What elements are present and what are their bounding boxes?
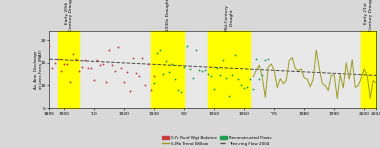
Point bbox=[64, 63, 70, 65]
Point bbox=[52, 62, 59, 64]
Point bbox=[151, 75, 157, 77]
Point bbox=[103, 81, 109, 83]
Point bbox=[82, 59, 89, 61]
Point bbox=[136, 75, 142, 77]
Point bbox=[76, 70, 82, 72]
Point bbox=[59, 70, 65, 73]
Y-axis label: Av. Ann. Discharge
at Lees Ferry (MAF): Av. Ann. Discharge at Lees Ferry (MAF) bbox=[34, 50, 43, 89]
Point bbox=[139, 57, 146, 59]
Text: 1930s Drought: 1930s Drought bbox=[166, 0, 170, 31]
Point bbox=[256, 78, 262, 80]
Bar bbox=[59, 31, 79, 108]
Point bbox=[244, 86, 250, 88]
Point bbox=[217, 73, 223, 76]
Point bbox=[86, 67, 92, 69]
Point bbox=[184, 45, 190, 47]
Legend: 5-Yr Runf Wgt Balance, 5-Mo Trend Willow, Reconstructed Flows, Tree-ring Flow 20: 5-Yr Runf Wgt Balance, 5-Mo Trend Willow… bbox=[162, 136, 271, 146]
Point bbox=[172, 78, 178, 81]
Point bbox=[148, 89, 154, 91]
Point bbox=[163, 60, 169, 62]
Point bbox=[79, 65, 86, 68]
Point bbox=[253, 58, 259, 60]
Point bbox=[133, 71, 139, 74]
Text: Early 20th
Century Drought: Early 20th Century Drought bbox=[65, 0, 73, 31]
Point bbox=[205, 73, 211, 75]
Point bbox=[130, 57, 136, 59]
Point bbox=[229, 74, 235, 77]
Point bbox=[112, 70, 119, 72]
Point bbox=[202, 69, 208, 71]
Point bbox=[235, 78, 241, 80]
Point bbox=[49, 66, 55, 69]
Point bbox=[214, 66, 220, 69]
Point bbox=[94, 59, 100, 62]
Point bbox=[91, 79, 97, 81]
Point bbox=[100, 62, 106, 65]
Point bbox=[145, 63, 151, 65]
Point bbox=[106, 49, 112, 51]
Point bbox=[175, 89, 181, 91]
Point bbox=[127, 90, 133, 92]
Point bbox=[241, 87, 247, 90]
Point bbox=[187, 67, 193, 70]
Point bbox=[67, 80, 73, 83]
Point bbox=[199, 70, 205, 73]
Point bbox=[97, 64, 103, 66]
Point bbox=[247, 78, 253, 80]
Bar bbox=[208, 31, 250, 108]
Point bbox=[211, 88, 217, 91]
Bar bbox=[151, 31, 184, 108]
Text: Mid-Century
Drought: Mid-Century Drought bbox=[225, 4, 234, 31]
Point bbox=[259, 74, 265, 76]
Point bbox=[46, 45, 52, 47]
Point bbox=[154, 52, 160, 54]
Point bbox=[265, 58, 271, 61]
Point bbox=[118, 67, 124, 69]
Bar bbox=[361, 31, 376, 108]
Point bbox=[169, 63, 175, 65]
Point bbox=[115, 46, 121, 48]
Point bbox=[151, 82, 157, 84]
Point bbox=[208, 75, 214, 78]
Point bbox=[157, 49, 163, 51]
Point bbox=[232, 54, 238, 56]
Point bbox=[238, 84, 244, 86]
Point bbox=[181, 66, 187, 68]
Point bbox=[220, 59, 226, 61]
Point bbox=[196, 68, 202, 71]
Point bbox=[70, 53, 76, 55]
Point bbox=[262, 59, 268, 61]
Point bbox=[61, 63, 67, 65]
Point bbox=[142, 84, 148, 87]
Point bbox=[193, 49, 200, 52]
Point bbox=[121, 81, 127, 83]
Point bbox=[55, 58, 62, 61]
Point bbox=[250, 88, 256, 90]
Point bbox=[223, 77, 230, 79]
Point bbox=[226, 94, 232, 97]
Text: Early 21st
Century Drought: Early 21st Century Drought bbox=[364, 0, 373, 31]
Point bbox=[109, 64, 116, 66]
Point bbox=[160, 73, 166, 75]
Point bbox=[166, 71, 173, 74]
Point bbox=[178, 90, 184, 93]
Point bbox=[88, 67, 94, 69]
Point bbox=[73, 57, 79, 60]
Point bbox=[124, 71, 130, 73]
Point bbox=[190, 77, 196, 79]
